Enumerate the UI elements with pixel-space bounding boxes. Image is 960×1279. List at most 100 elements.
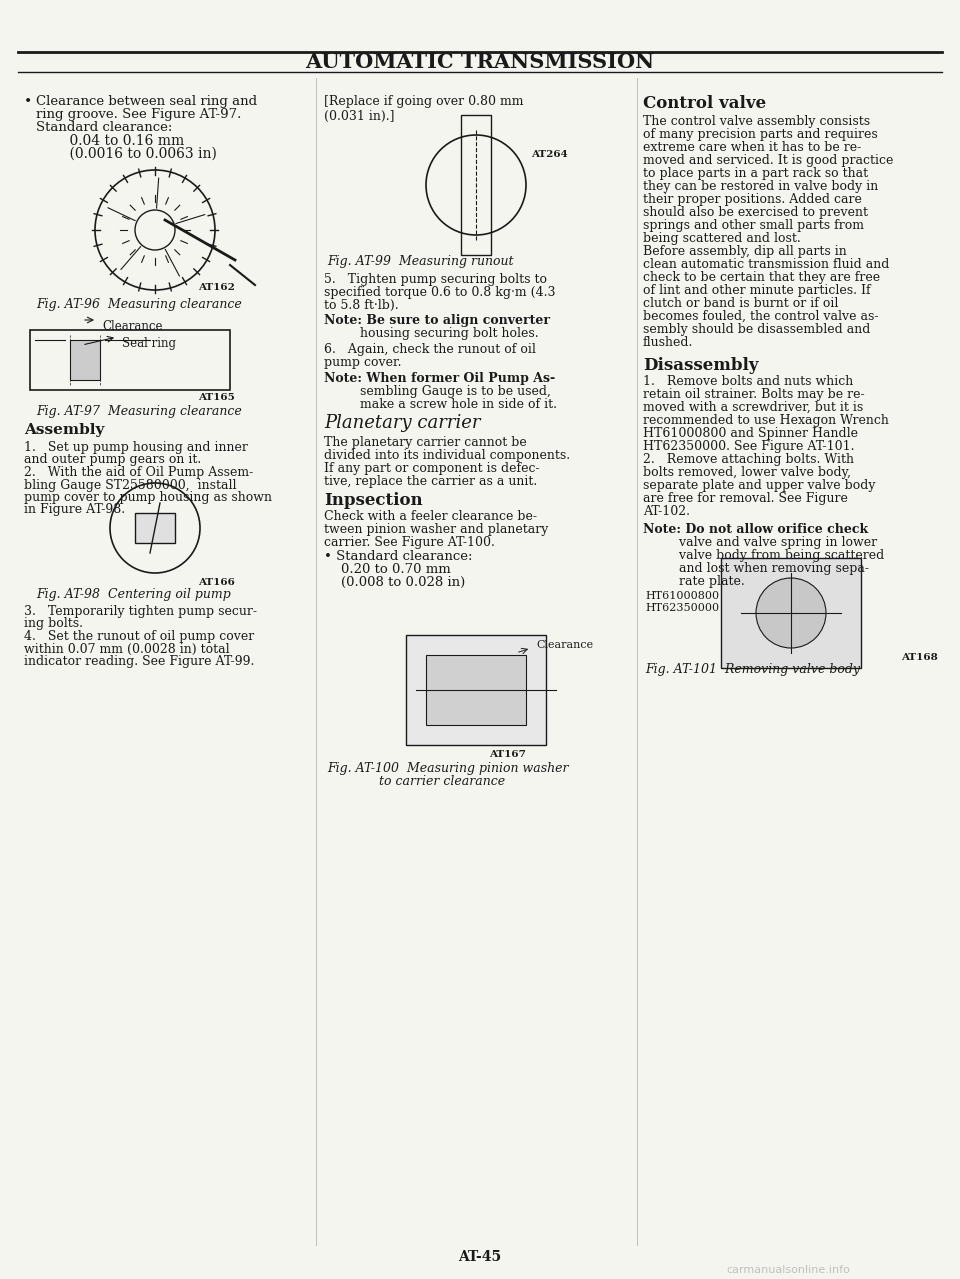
Text: If any part or component is defec-: If any part or component is defec- (324, 462, 540, 475)
Text: AT-102.: AT-102. (643, 505, 690, 518)
Text: valve and valve spring in lower: valve and valve spring in lower (643, 536, 877, 549)
Text: pump cover to pump housing as shown: pump cover to pump housing as shown (24, 491, 272, 504)
Text: separate plate and upper valve body: separate plate and upper valve body (643, 480, 876, 492)
Text: HT61000800: HT61000800 (645, 591, 719, 601)
Bar (461, 115, 491, 255)
Text: within 0.07 mm (0.0028 in) total: within 0.07 mm (0.0028 in) total (24, 642, 229, 656)
Text: Check with a feeler clearance be-: Check with a feeler clearance be- (324, 510, 537, 523)
Text: bling Gauge ST25580000,  install: bling Gauge ST25580000, install (24, 478, 236, 491)
Text: [Replace if going over 0.80 mm
(0.031 in).]: [Replace if going over 0.80 mm (0.031 in… (324, 95, 523, 123)
Text: clutch or band is burnt or if oil: clutch or band is burnt or if oil (643, 297, 838, 310)
Text: Clearance: Clearance (102, 320, 162, 333)
Text: 1.   Remove bolts and nuts which: 1. Remove bolts and nuts which (643, 375, 853, 388)
Bar (30, 330, 230, 390)
Text: AT168: AT168 (901, 654, 938, 663)
Text: The control valve assembly consists: The control valve assembly consists (643, 115, 870, 128)
Bar (406, 634, 546, 744)
Text: are free for removal. See Figure: are free for removal. See Figure (643, 492, 848, 505)
Text: Assembly: Assembly (24, 423, 105, 437)
Text: 4.   Set the runout of oil pump cover: 4. Set the runout of oil pump cover (24, 631, 254, 643)
Text: AT162: AT162 (198, 283, 235, 292)
Text: ing bolts.: ing bolts. (24, 618, 83, 631)
Text: they can be restored in valve body in: they can be restored in valve body in (643, 180, 878, 193)
Text: Note: When former Oil Pump As-: Note: When former Oil Pump As- (324, 372, 555, 385)
Text: • Standard clearance:: • Standard clearance: (324, 550, 472, 563)
Text: Inpsection: Inpsection (324, 492, 422, 509)
Text: AT167: AT167 (490, 749, 526, 758)
Text: The planetary carrier cannot be: The planetary carrier cannot be (324, 436, 527, 449)
Bar (70, 340, 100, 380)
Text: check to be certain that they are free: check to be certain that they are free (643, 271, 880, 284)
Text: to carrier clearance: to carrier clearance (327, 775, 505, 788)
Text: Fig. AT-97  Measuring clearance: Fig. AT-97 Measuring clearance (36, 405, 242, 418)
Text: Clearance: Clearance (536, 640, 593, 650)
Text: 3.   Temporarily tighten pump secur-: 3. Temporarily tighten pump secur- (24, 605, 257, 618)
Circle shape (756, 578, 826, 648)
Text: pump cover.: pump cover. (324, 356, 401, 370)
Text: Before assembly, dip all parts in: Before assembly, dip all parts in (643, 246, 847, 258)
Text: 0.04 to 0.16 mm: 0.04 to 0.16 mm (52, 134, 184, 148)
Text: being scattered and lost.: being scattered and lost. (643, 231, 801, 246)
Text: AT-45: AT-45 (459, 1250, 501, 1264)
Text: Fig. AT-99  Measuring runout: Fig. AT-99 Measuring runout (327, 255, 514, 269)
Text: of lint and other minute particles. If: of lint and other minute particles. If (643, 284, 871, 297)
Text: (0.008 to 0.028 in): (0.008 to 0.028 in) (324, 576, 466, 590)
Text: carmanualsonline.info: carmanualsonline.info (726, 1265, 850, 1275)
Text: bolts removed, lower valve body,: bolts removed, lower valve body, (643, 466, 851, 480)
Text: extreme care when it has to be re-: extreme care when it has to be re- (643, 141, 861, 153)
Text: indicator reading. See Figure AT-99.: indicator reading. See Figure AT-99. (24, 655, 254, 668)
Text: Fig. AT-100  Measuring pinion washer: Fig. AT-100 Measuring pinion washer (327, 762, 568, 775)
Text: Control valve: Control valve (643, 95, 766, 113)
Text: 5.   Tighten pump securing bolts to: 5. Tighten pump securing bolts to (324, 272, 547, 286)
Text: in Figure AT-98.: in Figure AT-98. (24, 504, 125, 517)
Text: Note: Be sure to align converter: Note: Be sure to align converter (324, 315, 550, 327)
Text: moved and serviced. It is good practice: moved and serviced. It is good practice (643, 153, 894, 168)
Text: springs and other small parts from: springs and other small parts from (643, 219, 864, 231)
Text: make a screw hole in side of it.: make a screw hole in side of it. (324, 398, 557, 411)
Text: HT62350000. See Figure AT-101.: HT62350000. See Figure AT-101. (643, 440, 854, 453)
Text: of many precision parts and requires: of many precision parts and requires (643, 128, 877, 141)
Text: AUTOMATIC TRANSMISSION: AUTOMATIC TRANSMISSION (305, 52, 655, 72)
Bar (426, 655, 526, 725)
Text: tween pinion washer and planetary: tween pinion washer and planetary (324, 523, 548, 536)
Bar (135, 513, 175, 544)
Text: valve body from being scattered: valve body from being scattered (643, 549, 884, 561)
Text: tive, replace the carrier as a unit.: tive, replace the carrier as a unit. (324, 475, 538, 489)
Text: ring groove. See Figure AT-97.: ring groove. See Figure AT-97. (36, 107, 241, 122)
Text: 2.   Remove attaching bolts. With: 2. Remove attaching bolts. With (643, 453, 854, 466)
Text: retain oil strainer. Bolts may be re-: retain oil strainer. Bolts may be re- (643, 388, 865, 402)
Text: and outer pump gears on it.: and outer pump gears on it. (24, 454, 202, 467)
Text: specified torque 0.6 to 0.8 kg·m (4.3: specified torque 0.6 to 0.8 kg·m (4.3 (324, 286, 556, 299)
Text: Planetary carrier: Planetary carrier (324, 414, 481, 432)
Text: rate plate.: rate plate. (643, 576, 745, 588)
Text: •: • (24, 95, 33, 109)
Text: becomes fouled, the control valve as-: becomes fouled, the control valve as- (643, 310, 878, 324)
Text: divided into its individual components.: divided into its individual components. (324, 449, 570, 462)
Text: clean automatic transmission fluid and: clean automatic transmission fluid and (643, 258, 889, 271)
Text: AT165: AT165 (199, 393, 235, 402)
Text: flushed.: flushed. (643, 336, 693, 349)
Text: recommended to use Hexagon Wrench: recommended to use Hexagon Wrench (643, 414, 889, 427)
Text: to 5.8 ft·lb).: to 5.8 ft·lb). (324, 299, 398, 312)
Text: (0.0016 to 0.0063 in): (0.0016 to 0.0063 in) (52, 147, 217, 161)
Text: carrier. See Figure AT-100.: carrier. See Figure AT-100. (324, 536, 494, 549)
Text: AT166: AT166 (198, 578, 235, 587)
Bar (721, 558, 861, 668)
Text: their proper positions. Added care: their proper positions. Added care (643, 193, 862, 206)
Text: and lost when removing sepa-: and lost when removing sepa- (643, 561, 869, 576)
Text: 6.   Again, check the runout of oil: 6. Again, check the runout of oil (324, 343, 536, 356)
Text: 1.   Set up pump housing and inner: 1. Set up pump housing and inner (24, 441, 248, 454)
Text: Fig. AT-96  Measuring clearance: Fig. AT-96 Measuring clearance (36, 298, 242, 311)
Text: moved with a screwdriver, but it is: moved with a screwdriver, but it is (643, 402, 863, 414)
Text: sembling Gauge is to be used,: sembling Gauge is to be used, (324, 385, 551, 398)
Text: Disassembly: Disassembly (643, 357, 758, 373)
Text: 2.   With the aid of Oil Pump Assem-: 2. With the aid of Oil Pump Assem- (24, 466, 253, 480)
Text: AT264: AT264 (531, 150, 567, 159)
Text: Seal ring: Seal ring (122, 336, 176, 350)
Text: HT61000800 and Spinner Handle: HT61000800 and Spinner Handle (643, 427, 858, 440)
Text: Fig. AT-101  Removing valve body: Fig. AT-101 Removing valve body (645, 663, 860, 677)
Text: Standard clearance:: Standard clearance: (36, 122, 173, 134)
Text: HT62350000: HT62350000 (645, 602, 719, 613)
Text: Fig. AT-98  Centering oil pump: Fig. AT-98 Centering oil pump (36, 588, 230, 601)
Text: Note: Do not allow orifice check: Note: Do not allow orifice check (643, 523, 868, 536)
